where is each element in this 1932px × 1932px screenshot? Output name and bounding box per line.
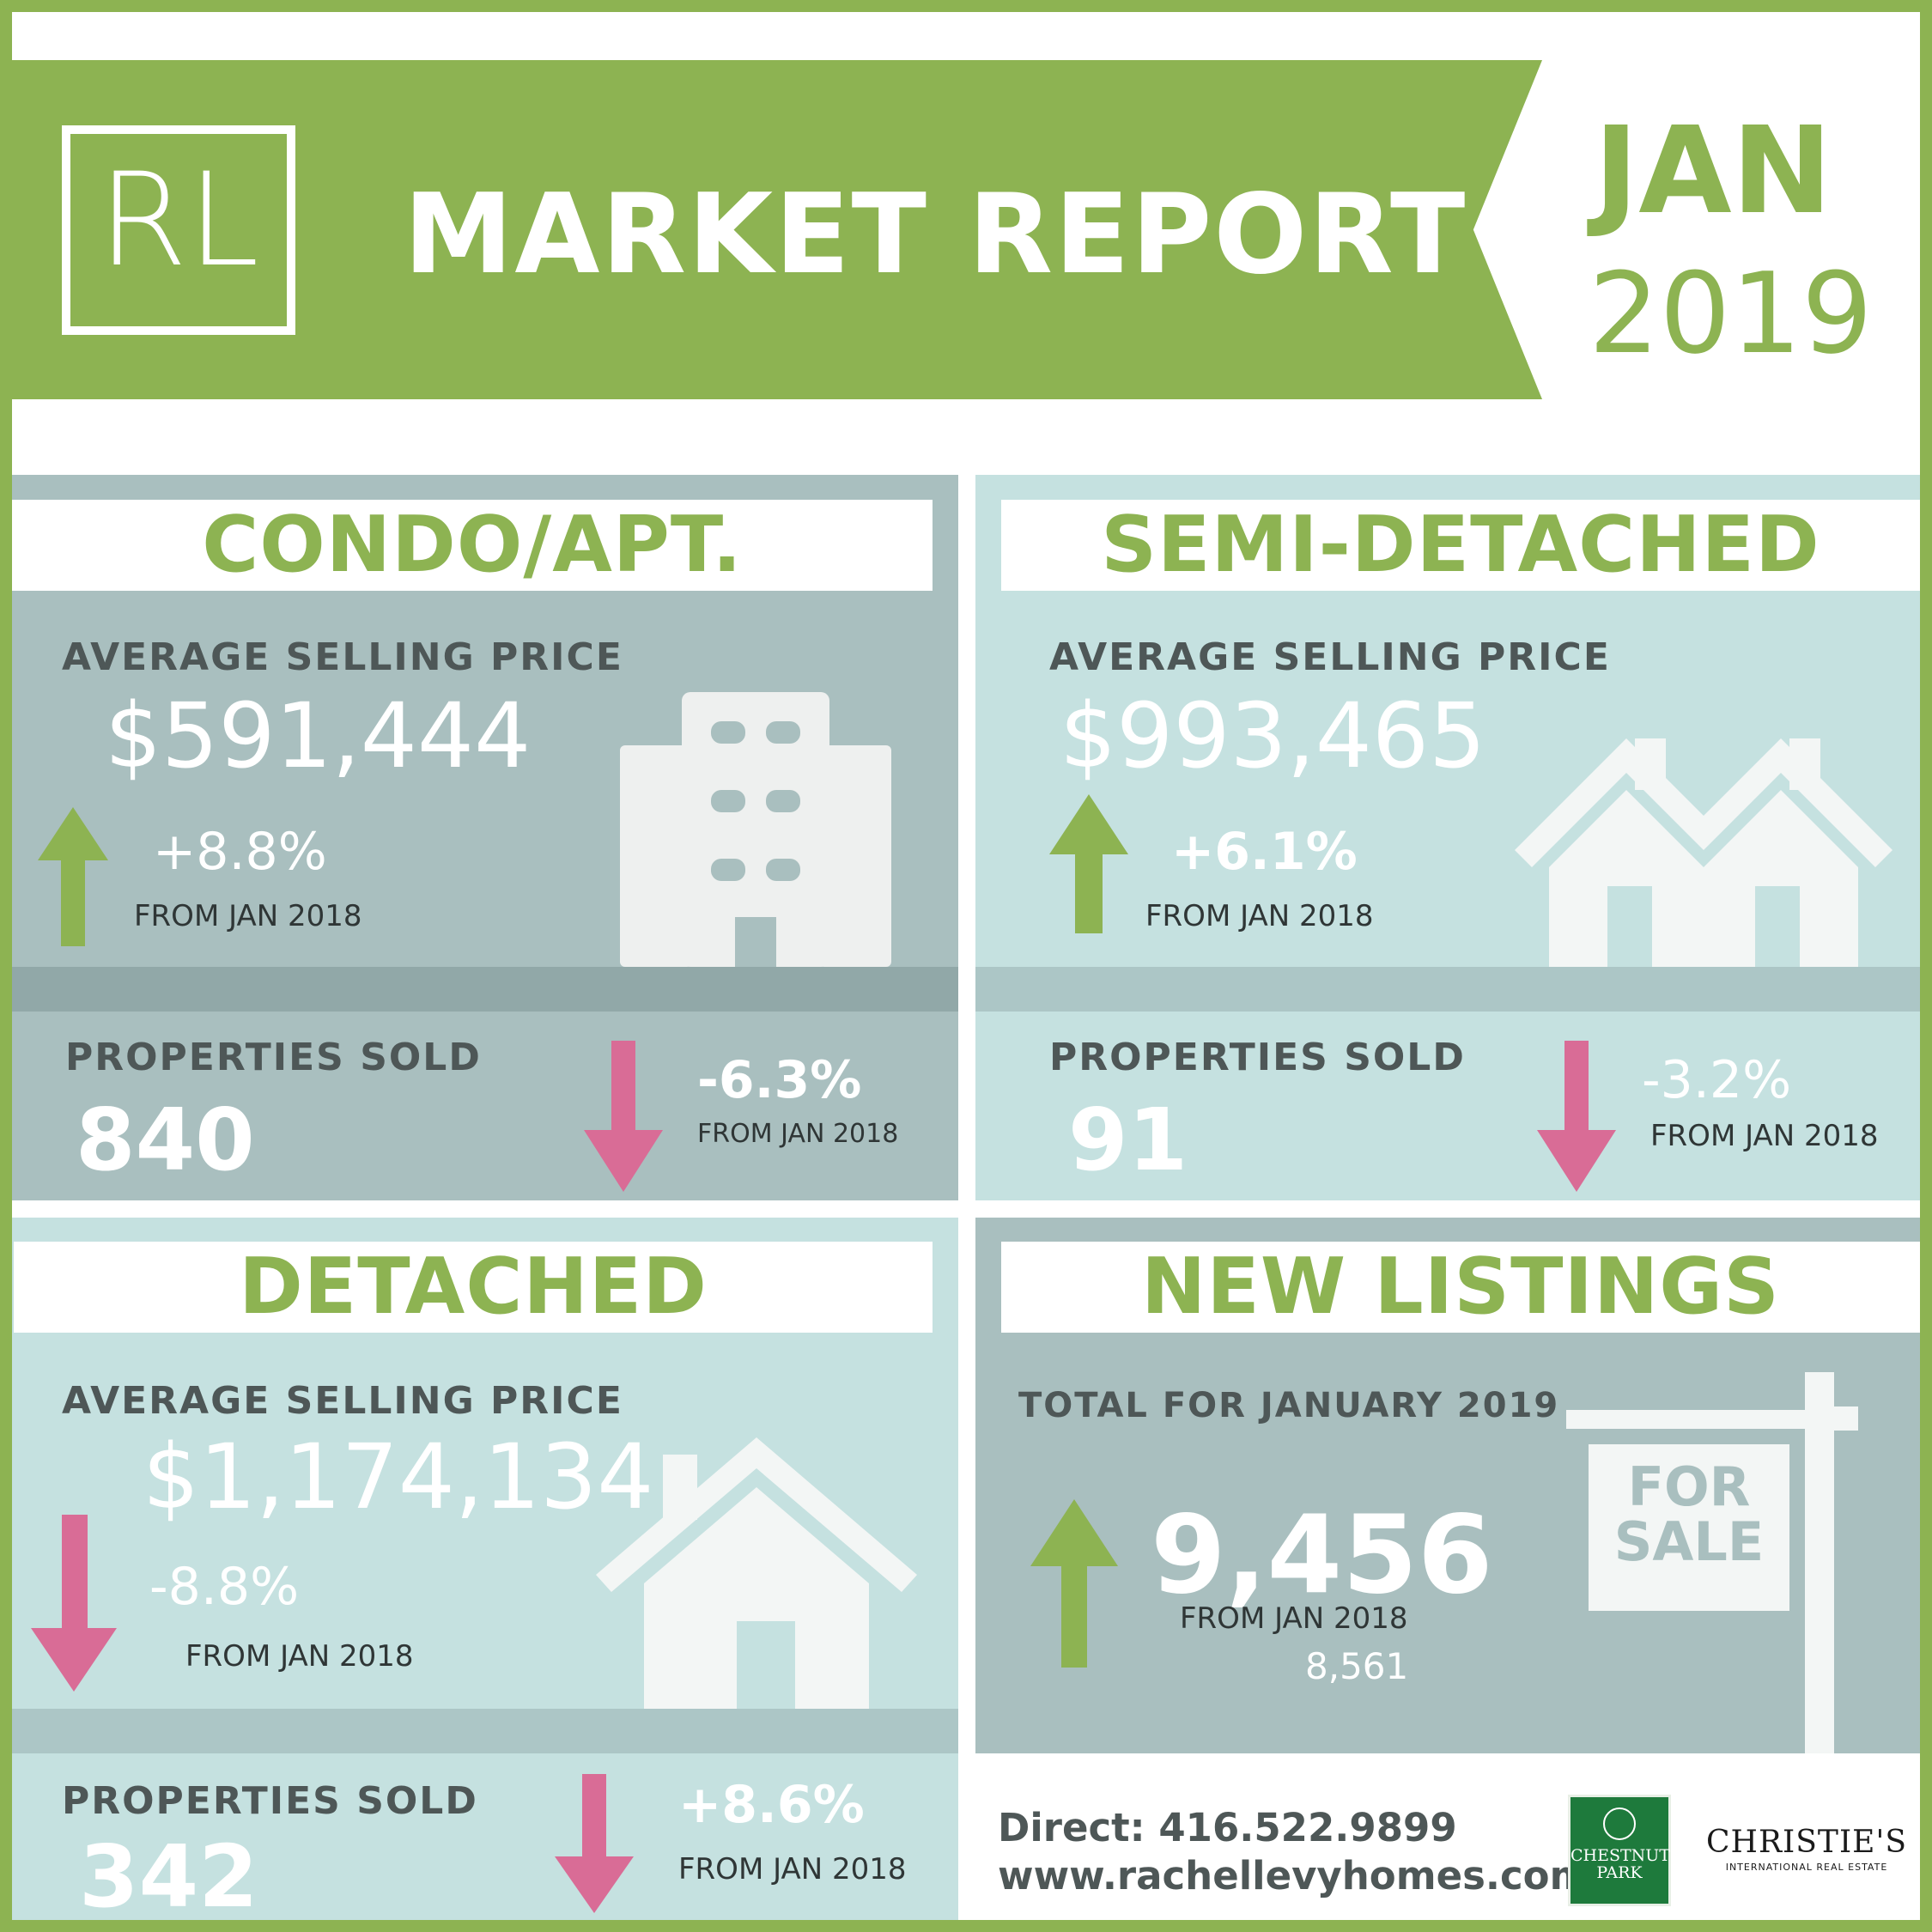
report-title: MARKET REPORT bbox=[404, 171, 1467, 299]
detached-sold: 342 bbox=[79, 1826, 258, 1927]
semi-sold-change: -3.2% bbox=[1642, 1050, 1792, 1110]
semi-divider-band bbox=[975, 967, 1920, 1012]
condo-sold: 840 bbox=[76, 1090, 255, 1190]
christies-name: CHRISTIE'S bbox=[1706, 1825, 1907, 1860]
listings-total: 9,456 bbox=[1151, 1492, 1493, 1618]
rl-logo: RL bbox=[62, 125, 295, 335]
condo-price-from: FROM JAN 2018 bbox=[134, 899, 362, 933]
semi-sold: 91 bbox=[1068, 1090, 1188, 1190]
sign-text: FOR SALE bbox=[1589, 1460, 1789, 1570]
detached-price-down-arrow-icon bbox=[31, 1515, 117, 1692]
condo-sold-panel bbox=[12, 1012, 958, 1200]
semi-price-from: FROM JAN 2018 bbox=[1145, 899, 1374, 933]
detached-sold-change: +8.6% bbox=[678, 1775, 865, 1835]
semi-price: $993,465 bbox=[1060, 683, 1486, 788]
report-month: JAN bbox=[1594, 101, 1832, 241]
condo-sold-label: PROPERTIES SOLD bbox=[65, 1036, 482, 1079]
condo-sold-down-arrow-icon bbox=[584, 1041, 663, 1192]
chestnut-name-line1: CHESTNUT bbox=[1571, 1846, 1670, 1865]
condo-sold-change: -6.3% bbox=[697, 1050, 862, 1110]
detached-divider-band bbox=[12, 1709, 958, 1753]
listings-previous: 8,561 bbox=[1305, 1645, 1409, 1687]
sign-line-2: SALE bbox=[1613, 1510, 1765, 1573]
logo-text: RL bbox=[98, 146, 259, 295]
detached-price-change: -8.8% bbox=[149, 1557, 300, 1617]
detached-price-label: AVERAGE SELLING PRICE bbox=[62, 1379, 623, 1423]
semi-price-label: AVERAGE SELLING PRICE bbox=[1049, 635, 1611, 679]
christies-logo: CHRISTIE'S INTERNATIONAL REAL ESTATE bbox=[1705, 1825, 1908, 1874]
building-icon bbox=[620, 692, 891, 967]
listings-up-arrow-icon bbox=[1030, 1499, 1118, 1668]
semi-price-up-arrow-icon bbox=[1049, 794, 1128, 933]
semi-sold-down-arrow-icon bbox=[1537, 1041, 1616, 1192]
detached-sold-down-arrow-icon bbox=[555, 1774, 634, 1913]
for-sale-sign-icon bbox=[1566, 1372, 1858, 1753]
condo-divider-band bbox=[12, 967, 958, 1012]
house-icon bbox=[596, 1437, 917, 1709]
detached-title: DETACHED bbox=[14, 1242, 933, 1333]
semi-detached-houses-icon bbox=[1515, 738, 1893, 967]
semi-price-change: +6.1% bbox=[1171, 822, 1358, 882]
condo-price: $591,444 bbox=[105, 683, 532, 788]
sign-line-1: FOR bbox=[1627, 1455, 1751, 1518]
detached-price-from: FROM JAN 2018 bbox=[185, 1639, 414, 1674]
contact-phone[interactable]: Direct: 416.522.9899 bbox=[998, 1805, 1457, 1850]
chestnut-name-line2: PARK bbox=[1596, 1863, 1643, 1882]
condo-price-label: AVERAGE SELLING PRICE bbox=[62, 635, 623, 679]
semi-sold-label: PROPERTIES SOLD bbox=[1049, 1036, 1466, 1079]
chestnut-park-logo: CHESTNUT PARK bbox=[1568, 1795, 1671, 1906]
condo-title: CONDO/APT. bbox=[12, 500, 933, 591]
contact-website[interactable]: www.rachellevyhomes.com bbox=[998, 1853, 1590, 1899]
report-year: 2019 bbox=[1589, 248, 1873, 379]
listings-total-label: TOTAL FOR JANUARY 2019 bbox=[1018, 1386, 1560, 1425]
semi-title: SEMI-DETACHED bbox=[1001, 500, 1920, 591]
semi-sold-from: FROM JAN 2018 bbox=[1650, 1119, 1879, 1153]
listings-from: FROM JAN 2018 bbox=[1180, 1601, 1408, 1636]
christies-subtitle: INTERNATIONAL REAL ESTATE bbox=[1725, 1862, 1888, 1873]
listings-title: NEW LISTINGS bbox=[1001, 1242, 1920, 1333]
semi-sold-panel bbox=[975, 1012, 1920, 1200]
condo-price-up-arrow-icon bbox=[38, 807, 108, 946]
detached-sold-panel bbox=[12, 1753, 958, 1920]
chestnut-seal-icon bbox=[1603, 1807, 1636, 1840]
detached-price: $1,174,134 bbox=[143, 1425, 654, 1529]
condo-price-change: +8.8% bbox=[153, 822, 327, 882]
detached-sold-label: PROPERTIES SOLD bbox=[62, 1779, 478, 1823]
condo-sold-from: FROM JAN 2018 bbox=[697, 1119, 899, 1149]
header-banner bbox=[12, 60, 1542, 399]
detached-sold-from: FROM JAN 2018 bbox=[678, 1852, 907, 1886]
